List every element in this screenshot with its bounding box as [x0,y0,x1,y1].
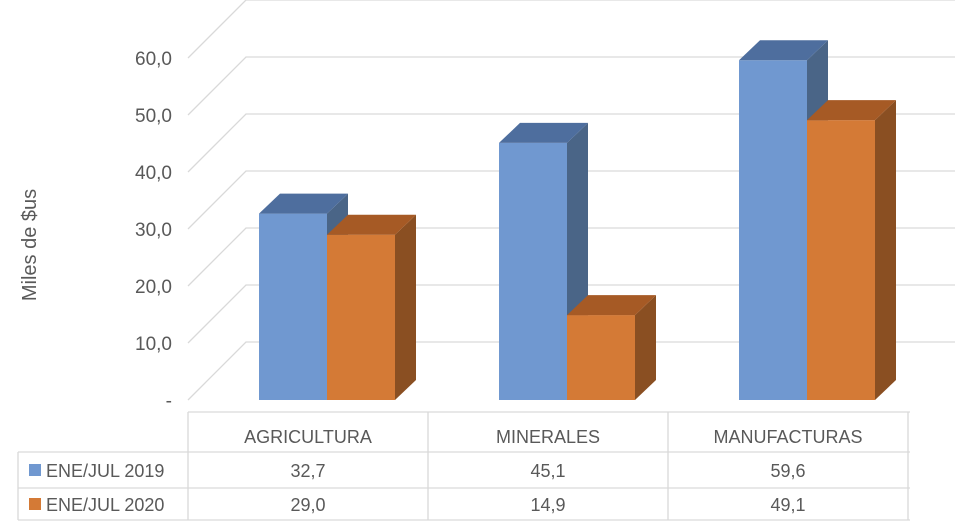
bar [567,295,656,400]
gridline [187,170,955,230]
gridline [187,56,955,116]
y-tick-label: 40,0 [135,163,172,184]
bar [739,40,828,400]
y-tick-label: - [166,391,172,412]
bar-top [259,193,348,214]
x-tick-label: MINERALES [496,427,600,447]
bar-front [567,315,635,400]
data-label: 59,6 [770,461,805,481]
bar-top [499,122,588,143]
y-tick-label: 50,0 [135,106,172,127]
bar-front [807,120,875,400]
bar-side [875,100,896,400]
y-tick-label: 30,0 [135,220,172,241]
gridline [187,341,955,401]
bar-side [635,295,656,400]
x-tick-label: AGRICULTURA [244,427,372,447]
bar-top [327,214,416,235]
bar [327,214,416,400]
gridline [187,113,955,173]
bar-top [567,295,656,316]
y-tick-label: 60,0 [135,49,172,70]
data-table: AGRICULTURA MINERALES MANUFACTURAS ENE/JUL … [17,411,910,521]
bar [499,122,588,401]
bar-top [807,100,896,121]
bar [807,100,896,400]
y-tick-label: 20,0 [135,277,172,298]
legend-label: ENE/JUL 2020 [46,495,164,515]
gridline [187,227,955,287]
y-axis-ticks: - 10,0 20,0 30,0 40,0 50,0 60,0 [135,49,172,412]
gridlines [187,0,955,401]
data-label: 49,1 [770,495,805,515]
data-label: 29,0 [290,495,325,515]
bars [259,40,896,401]
y-tick-label: 10,0 [135,334,172,355]
bar-front [259,213,327,400]
data-label: 45,1 [530,461,565,481]
y-axis-label: Miles de $us [19,189,41,301]
legend-swatch [29,498,41,510]
gridline [187,284,955,344]
bar-front [739,60,807,400]
bar-top [739,40,828,61]
bar-front [499,142,567,400]
data-label: 32,7 [290,461,325,481]
bar-side [395,214,416,400]
legend-swatch [29,464,41,476]
data-label: 14,9 [530,495,565,515]
legend-label: ENE/JUL 2019 [46,461,164,481]
x-tick-label: MANUFACTURAS [713,427,862,447]
bar-front [327,234,395,400]
gridline [187,0,955,59]
